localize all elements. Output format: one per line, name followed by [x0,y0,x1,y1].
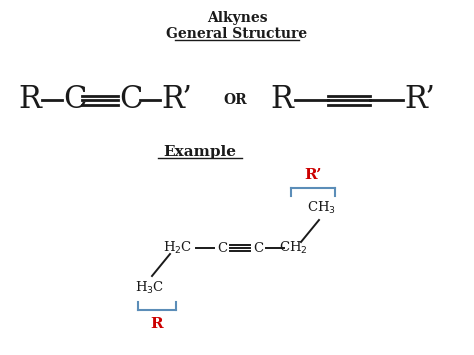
Text: R: R [270,84,293,115]
Text: CH$_3$: CH$_3$ [307,200,336,216]
Text: R: R [18,84,41,115]
Text: R’: R’ [404,84,435,115]
Text: C: C [63,84,86,115]
Text: H$_2$C: H$_2$C [164,240,192,256]
Text: H$_3$C: H$_3$C [136,280,164,296]
Text: Example: Example [164,145,237,159]
Text: R’: R’ [161,84,192,115]
Text: R: R [151,317,164,331]
Text: CH$_2$: CH$_2$ [279,240,307,256]
Text: General Structure: General Structure [166,27,308,41]
Text: C: C [217,241,227,255]
Text: OR: OR [223,93,247,107]
Text: R’: R’ [304,168,322,182]
Text: Alkynes: Alkynes [207,11,267,25]
Text: C: C [119,84,142,115]
Text: C: C [253,241,263,255]
